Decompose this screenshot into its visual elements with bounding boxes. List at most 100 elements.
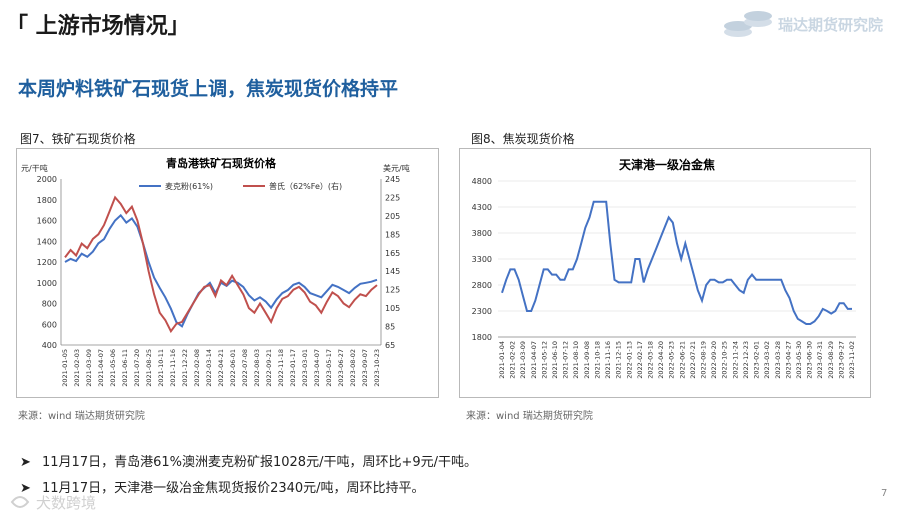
x-tick-label: 2022-02-17 xyxy=(636,341,644,379)
x-tick-label: 2022-09-20 xyxy=(710,341,718,379)
x-tick-label: 2022-01-13 xyxy=(625,341,633,379)
fig8-source: 来源：wind 瑞达期货研究院 xyxy=(466,411,593,422)
y-tick-label: 3800 xyxy=(472,229,492,238)
y-axis-label: 元/干吨 xyxy=(21,163,48,173)
x-tick-label: 2022-08-03 xyxy=(253,349,261,387)
y-tick-label: 800 xyxy=(42,300,57,309)
y-tick-label: 3300 xyxy=(472,255,492,264)
y2-tick-label: 245 xyxy=(385,175,400,184)
x-tick-label: 2021-09-08 xyxy=(583,341,591,379)
x-tick-label: 2021-06-10 xyxy=(551,341,559,379)
coke-price-chart: 天津港一级冶金焦 1800 2300 2800 3300 3800 4300 4800 2021… xyxy=(472,157,856,379)
x-tick-label: 2022-03-14 xyxy=(205,349,213,387)
y-tick-label: 2000 xyxy=(37,175,57,184)
y2-tick-label: 145 xyxy=(385,267,400,276)
x-tick-label: 2021-01-05 xyxy=(61,349,69,387)
x-tick-label: 2022-11-24 xyxy=(731,341,739,379)
x-tick-label: 2022-09-21 xyxy=(265,349,273,387)
section-title: 「 上游市场情况」 xyxy=(6,14,190,39)
x-tick-label: 2022-06-01 xyxy=(229,349,237,387)
y-tick-label: 1200 xyxy=(37,258,57,267)
x-tick-label: 2022-03-18 xyxy=(646,341,654,379)
x-tick-label: 2023-07-31 xyxy=(816,341,824,379)
x-tick-label: 2023-04-27 xyxy=(784,341,792,379)
x-tick-label: 2022-06-21 xyxy=(678,341,686,379)
x-tick-label: 2021-05-06 xyxy=(109,349,117,387)
x-tick-label: 2022-07-21 xyxy=(689,341,697,379)
watermark-text: 犬数跨境 xyxy=(36,494,97,512)
fig8-caption: 图8、焦炭现货价格 xyxy=(471,132,575,146)
x-tick-label: 2023-08-02 xyxy=(349,349,357,387)
series-line-1 xyxy=(64,213,378,328)
x-tick-label: 2023-03-01 xyxy=(301,349,309,387)
chart-title: 天津港一级冶金焦 xyxy=(619,157,715,172)
y2-tick-label: 65 xyxy=(385,341,395,350)
x-tick-label: 2021-03-09 xyxy=(519,341,527,379)
x-tick-label: 2022-08-19 xyxy=(700,341,708,379)
y-tick-label: 2300 xyxy=(472,307,492,316)
series-line-1 xyxy=(501,200,852,325)
y2-tick-label: 185 xyxy=(385,230,400,239)
y-tick-label: 2800 xyxy=(472,281,492,290)
legend-label: 麦克粉(61%) xyxy=(165,181,213,191)
watermark: 犬数跨境 xyxy=(8,490,148,516)
x-tick-label: 2023-09-07 xyxy=(361,349,369,387)
arrow-bullet-icon: ➤ xyxy=(20,481,31,496)
x-tick-label: 2021-04-07 xyxy=(530,341,538,379)
bullet-text: 11月17日，天津港一级冶金焦现货报价2340元/吨，周环比持平。 xyxy=(42,481,425,496)
x-tick-label: 2023-01-17 xyxy=(289,349,297,387)
y-tick-label: 1800 xyxy=(472,333,492,342)
x-tick-label: 2021-05-12 xyxy=(540,341,548,379)
x-tick-label: 2023-08-29 xyxy=(827,341,835,379)
y2-axis-label: 美元/吨 xyxy=(383,163,410,173)
x-tick-label: 2022-10-25 xyxy=(721,341,729,379)
y-tick-label: 1000 xyxy=(37,279,57,288)
headline: 本周炉料铁矿石现货上调，焦炭现货价格持平 xyxy=(18,78,399,100)
fig7-chart-frame: 青岛港铁矿石现货价格元/干吨 美元/吨 400 600 800 1000 1200 1400 1… xyxy=(16,148,439,398)
x-tick-label: 2023-02-01 xyxy=(753,341,761,379)
x-tick-label: 2022-05-23 xyxy=(668,341,676,379)
y-tick-label: 4800 xyxy=(472,177,492,186)
x-tick-label: 2021-02-03 xyxy=(73,349,81,387)
x-tick-label: 2023-03-28 xyxy=(774,341,782,379)
x-tick-label: 2021-07-20 xyxy=(133,349,141,387)
y2-tick-label: 205 xyxy=(385,212,400,221)
y-tick-label: 600 xyxy=(42,320,57,329)
y-tick-label: 1800 xyxy=(37,196,57,205)
x-tick-label: 2023-03-02 xyxy=(763,341,771,379)
y-tick-label: 4300 xyxy=(472,203,492,212)
x-tick-label: 2023-05-17 xyxy=(325,349,333,387)
x-tick-label: 2022-12-23 xyxy=(742,341,750,379)
x-tick-label: 2021-10-11 xyxy=(157,349,165,387)
fig8-chart-frame: 天津港一级冶金焦 1800 2300 2800 3300 3800 4300 4800 2021… xyxy=(459,148,871,398)
x-tick-label: 2021-08-10 xyxy=(572,341,580,379)
x-tick-label: 2021-12-15 xyxy=(615,341,623,379)
chart-title: 青岛港铁矿石现货价格 xyxy=(166,156,277,170)
x-tick-label: 2021-02-02 xyxy=(509,341,517,379)
x-tick-label: 2022-11-18 xyxy=(277,349,285,387)
x-tick-label: 2023-11-02 xyxy=(848,341,856,379)
y2-tick-label: 105 xyxy=(385,304,400,313)
y-tick-label: 1400 xyxy=(37,237,57,246)
bullet-item: ➤ 11月17日，青岛港61%澳洲麦克粉矿报1028元/干吨，周环比+9元/干吨。 xyxy=(20,451,477,470)
y2-tick-label: 165 xyxy=(385,249,400,258)
x-tick-label: 2021-06-11 xyxy=(121,349,129,387)
legend-label: 普氏（62%Fe）(右) xyxy=(269,181,342,191)
x-tick-label: 2022-07-08 xyxy=(241,349,249,387)
fig7-source: 来源：wind 瑞达期货研究院 xyxy=(18,411,145,422)
y-tick-label: 400 xyxy=(42,341,57,350)
x-tick-label: 2021-08-25 xyxy=(145,349,153,387)
page-number: 7 xyxy=(881,488,888,499)
x-tick-label: 2022-04-20 xyxy=(657,341,665,379)
x-tick-label: 2023-06-27 xyxy=(337,349,345,387)
x-tick-label: 2021-10-18 xyxy=(593,341,601,379)
x-tick-label: 2023-05-30 xyxy=(795,341,803,379)
x-tick-label: 2021-07-12 xyxy=(562,341,570,379)
x-tick-label: 2023-04-07 xyxy=(313,349,321,387)
x-tick-label: 2022-02-08 xyxy=(193,349,201,387)
arrow-bullet-icon: ➤ xyxy=(20,455,31,470)
bullet-item: ➤ 11月17日，天津港一级冶金焦现货报价2340元/吨，周环比持平。 xyxy=(20,477,425,496)
y2-tick-label: 85 xyxy=(385,323,395,332)
x-tick-label: 2021-11-16 xyxy=(604,341,612,379)
